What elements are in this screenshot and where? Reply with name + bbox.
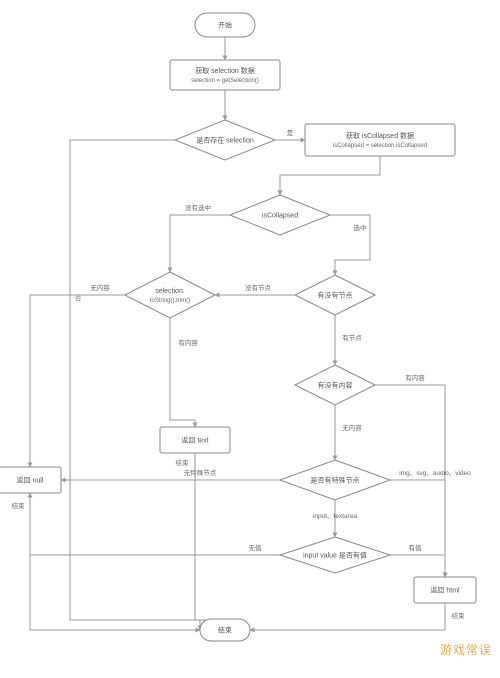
- node-sublabel: selection = getSelection(): [191, 78, 259, 84]
- node-getSel: 获取 selection 数据 selection = getSelection(…: [170, 60, 280, 90]
- edge-label: 没有选中: [185, 203, 211, 212]
- node-label: isCollapsed: [262, 213, 298, 220]
- edge-label: 结束: [12, 501, 26, 510]
- node-hasSpecial: 是否有特殊节点: [280, 460, 390, 500]
- nodes-layer: 开始获取 selection 数据 selection = getSelectio…: [0, 13, 476, 641]
- edge-inputVal-retHtml: [390, 555, 445, 577]
- node-hasContent: 有没有内容: [295, 365, 375, 405]
- node-label: 有没有节点: [318, 291, 353, 300]
- node-retNull: 返回 null: [0, 467, 61, 493]
- edge-retNull-end: [30, 508, 200, 630]
- edge-label: 选中: [354, 223, 367, 232]
- node-retHtml: 返回 html: [414, 577, 476, 603]
- node-label: 有没有内容: [318, 381, 353, 390]
- edge-inputVal-retNull: [30, 493, 280, 555]
- edge-label: 是: [287, 129, 294, 137]
- watermark-text: 游戏常误: [440, 643, 492, 657]
- flowchart-canvas: 是否没有选中选中无内容有内容没有节点有节点有内容无内容无特殊节点img、svg、…: [0, 0, 500, 678]
- node-label: 结束: [218, 626, 232, 635]
- node-label: 返回 text: [181, 437, 208, 445]
- edge-label: 无特殊节点: [184, 468, 217, 477]
- node-hasNode: 有没有节点: [295, 275, 375, 315]
- edge-label: input、textarea: [313, 513, 357, 520]
- edge-label: 结束: [452, 611, 466, 620]
- node-label: 返回 html: [430, 587, 460, 595]
- node-label: input value 是否有值: [303, 551, 367, 560]
- node-label: selection.: [155, 288, 185, 295]
- node-label: 获取 isCollapsed 数据: [346, 131, 414, 140]
- edge-label: 无内容: [342, 423, 362, 432]
- node-getCol: 获取 isCollapsed 数据 isCollapsed = selection…: [305, 124, 455, 156]
- node-sublabel: isCollapsed = selection.isCollapsed: [333, 143, 427, 149]
- node-sublabel: toString().trim(): [150, 298, 190, 304]
- edge-isCol-hasNode: [330, 215, 370, 275]
- node-start: 开始: [195, 13, 255, 37]
- node-trim: selection. toString().trim(): [125, 272, 215, 318]
- node-label: 开始: [218, 21, 232, 30]
- edge-getCol-isCol: [280, 156, 380, 195]
- node-isCol: isCollapsed: [230, 195, 330, 235]
- node-label: 是否有特殊节点: [311, 476, 360, 485]
- edge-trim-retText: [170, 318, 195, 427]
- node-label: 返回 null: [17, 477, 44, 485]
- edge-trim-retNull: [30, 295, 125, 467]
- edge-label: 没有节点: [245, 283, 272, 292]
- edge-label: 无值: [249, 543, 263, 552]
- edge-hasSpecial-retHtml: [390, 480, 445, 577]
- node-label: 是否存在 selection: [196, 136, 254, 145]
- edge-label: 无内容: [90, 283, 110, 292]
- edge-label: img、svg、audio、video: [399, 470, 471, 477]
- node-end: 结束: [200, 619, 250, 641]
- edge-isCol-trim: [170, 215, 230, 272]
- edge-label: 有内容: [178, 338, 198, 347]
- edge-label: 有值: [409, 543, 423, 552]
- node-inputVal: input value 是否有值: [280, 537, 390, 573]
- edge-retHtml-end: [250, 603, 445, 630]
- edge-label: 有节点: [342, 333, 362, 342]
- edge-label: 结束: [176, 458, 190, 467]
- edge-hasSel-end: [70, 140, 200, 630]
- node-label: 获取 selection 数据: [195, 66, 255, 75]
- edge-label: 有内容: [405, 373, 425, 382]
- node-retText: 返回 text: [160, 427, 230, 453]
- edge-retText-end: [195, 468, 225, 620]
- node-hasSel: 是否存在 selection: [175, 120, 275, 160]
